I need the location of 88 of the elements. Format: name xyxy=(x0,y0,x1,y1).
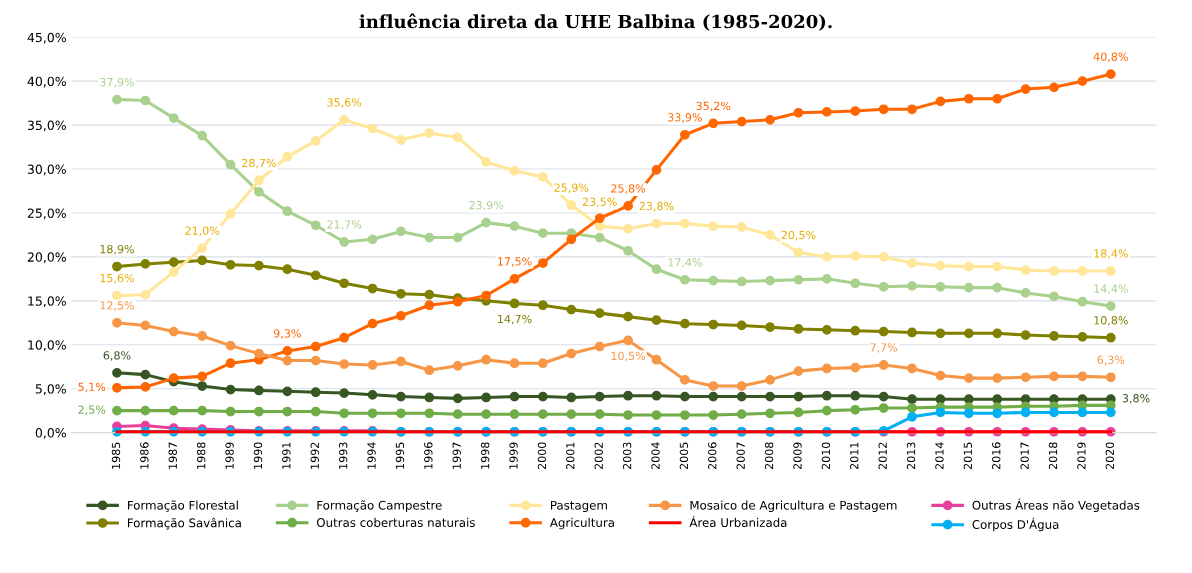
x-tick-label: 2009 xyxy=(793,442,802,470)
x-tick-label: 2002 xyxy=(594,442,603,470)
x-tick-label: 2013 xyxy=(906,442,916,470)
data-label: 23,8% xyxy=(639,201,674,212)
x-tick-label: 2005 xyxy=(679,442,689,470)
x-tick-label: 1986 xyxy=(140,442,149,469)
data-label: 14,7% xyxy=(498,314,532,325)
data-label: 25,8% xyxy=(611,184,646,194)
data-label: 23,9% xyxy=(469,200,504,211)
x-tick-label: 1996 xyxy=(424,442,433,469)
chart-title: influência direta da UHE Balbina (1985-2020). xyxy=(359,13,832,31)
legend-label: Agricultura xyxy=(549,517,614,530)
data-label: 10,5% xyxy=(611,351,646,362)
x-tick-label: 2007 xyxy=(736,442,745,470)
y-tick-label: 40,0% xyxy=(27,76,66,88)
y-tick-label: 30,0% xyxy=(27,164,66,176)
y-tick-label: 20,0% xyxy=(27,252,66,264)
data-label: 10,8% xyxy=(1094,316,1128,326)
x-tick-label: 1987 xyxy=(168,442,177,469)
data-label: 35,2% xyxy=(696,101,731,112)
legend-label: Outras Áreas não Vegetadas xyxy=(972,498,1140,512)
data-label: 37,9% xyxy=(100,77,134,88)
x-tick-label: 2016 xyxy=(992,442,1001,470)
data-label: 6,3% xyxy=(1097,355,1125,366)
data-label: 7,7% xyxy=(870,343,898,353)
data-label: 14,4% xyxy=(1094,284,1128,294)
x-tick-label: 1992 xyxy=(310,442,319,469)
x-tick-label: 2008 xyxy=(764,442,774,470)
legend-label: Formação Campestre xyxy=(317,500,442,512)
x-tick-label: 2010 xyxy=(821,442,831,470)
legend-label: Mosaico de Agricultura e Pastagem xyxy=(690,500,897,512)
data-label: 3,8% xyxy=(1122,394,1150,404)
data-label: 9,3% xyxy=(273,329,301,339)
x-tick-label: 1995 xyxy=(395,442,405,469)
data-label: 20,5% xyxy=(781,230,816,241)
x-tick-label: 2014 xyxy=(935,442,944,470)
x-tick-label: 2019 xyxy=(1077,442,1086,470)
x-tick-label: 1997 xyxy=(452,442,461,469)
x-tick-label: 2000 xyxy=(537,442,547,470)
data-label: 5,1% xyxy=(78,382,106,393)
x-tick-label: 2020 xyxy=(1105,442,1115,470)
x-tick-label: 2018 xyxy=(1048,442,1058,470)
legend-label: Pastagem xyxy=(551,500,607,512)
x-tick-label: 1993 xyxy=(338,442,348,469)
data-label: 23,5% xyxy=(582,197,617,208)
x-tick-label: 1985 xyxy=(111,442,121,469)
data-label: 21,7% xyxy=(327,220,362,230)
data-label: 12,5% xyxy=(100,301,134,311)
data-label: 28,7% xyxy=(242,158,276,169)
x-tick-label: 2011 xyxy=(850,442,859,470)
data-label: 2,5% xyxy=(78,405,106,416)
x-tick-label: 2004 xyxy=(651,442,660,470)
legend-label: Formação Florestal xyxy=(127,500,238,512)
legend-label: Formação Savânica xyxy=(127,517,241,530)
y-tick-label: 15,0% xyxy=(28,296,66,308)
y-tick-label: 45,0% xyxy=(27,32,66,44)
x-tick-label: 1998 xyxy=(480,442,490,469)
x-tick-label: 2006 xyxy=(708,442,717,470)
data-label: 18,9% xyxy=(100,244,134,255)
data-label: 35,6% xyxy=(327,98,362,108)
data-label: 18,4% xyxy=(1094,249,1128,259)
data-label: 17,4% xyxy=(668,258,702,268)
x-tick-label: 1990 xyxy=(253,442,263,469)
data-label: 21,0% xyxy=(185,226,220,236)
data-label: 40,8% xyxy=(1093,52,1128,63)
x-tick-label: 2015 xyxy=(963,442,973,470)
x-tick-label: 2003 xyxy=(622,442,632,470)
x-tick-label: 2012 xyxy=(878,442,887,470)
y-tick-label: 5,0% xyxy=(35,384,66,395)
x-tick-label: 1994 xyxy=(367,442,376,469)
y-tick-label: 25,0% xyxy=(27,208,66,220)
y-tick-label: 35,0% xyxy=(27,120,66,132)
x-tick-label: 1989 xyxy=(225,442,234,469)
x-tick-label: 1988 xyxy=(196,442,206,469)
data-label: 25,9% xyxy=(554,183,589,193)
y-tick-label: 0,0% xyxy=(35,428,66,439)
legend-label: Área Urbanizada xyxy=(689,515,787,528)
y-tick-label: 10,0% xyxy=(28,340,66,351)
x-tick-label: 2017 xyxy=(1020,442,1029,470)
data-label: 15,6% xyxy=(100,273,134,284)
data-label: 33,9% xyxy=(668,113,702,123)
data-label: 17,5% xyxy=(498,257,532,267)
data-label: 6,8% xyxy=(103,351,131,361)
x-tick-label: 1991 xyxy=(282,442,291,469)
x-tick-label: 2001 xyxy=(566,442,575,470)
legend-label: Corpos D'Água xyxy=(972,517,1059,532)
x-tick-label: 1999 xyxy=(509,442,518,469)
legend-label: Outras coberturas naturais xyxy=(316,517,475,528)
